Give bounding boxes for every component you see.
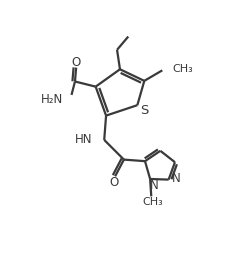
Text: O: O bbox=[72, 56, 81, 69]
Text: CH₃: CH₃ bbox=[142, 197, 163, 207]
Text: N: N bbox=[150, 179, 159, 192]
Text: N: N bbox=[172, 172, 180, 185]
Text: CH₃: CH₃ bbox=[172, 64, 193, 74]
Text: S: S bbox=[140, 104, 148, 117]
Text: O: O bbox=[109, 176, 119, 189]
Text: H₂N: H₂N bbox=[41, 92, 63, 106]
Text: HN: HN bbox=[75, 133, 92, 146]
